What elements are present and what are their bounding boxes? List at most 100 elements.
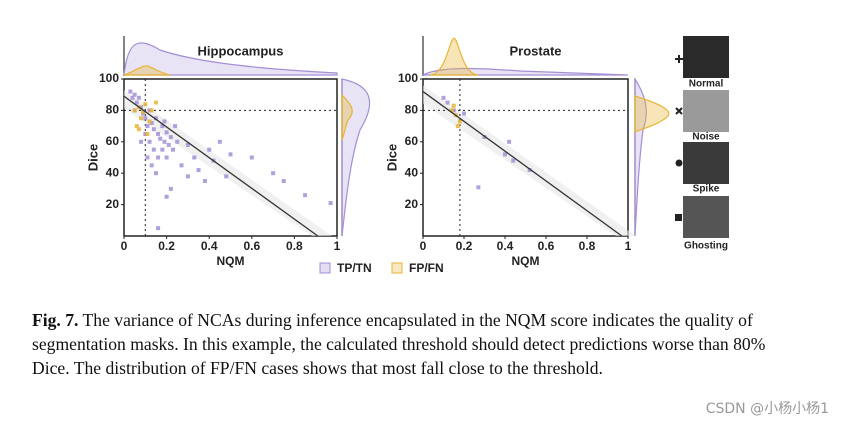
- chart-title: Hippocampus: [198, 43, 284, 58]
- point: [271, 171, 276, 176]
- fit-band: [124, 90, 332, 237]
- point: [147, 119, 152, 124]
- point: [168, 135, 173, 140]
- artifact-label: Normal: [689, 79, 724, 90]
- point: [145, 155, 150, 160]
- fit-line: [123, 95, 319, 237]
- figure: Normal Noise Spike Ghosting TP/TN FP/FN …: [85, 36, 729, 275]
- x-tick-label: 0.8: [286, 239, 303, 253]
- x-tick-label: 0.6: [538, 239, 555, 253]
- y-tick-label: 40: [405, 165, 419, 179]
- marginals: [123, 36, 670, 237]
- y-tick-label: 20: [405, 197, 419, 211]
- point: [207, 147, 212, 152]
- y-tick-label: 60: [405, 134, 419, 148]
- point: [132, 92, 137, 97]
- point: [445, 100, 450, 105]
- point: [145, 124, 150, 129]
- legend-label: TP/TN: [337, 261, 372, 275]
- point: [228, 152, 233, 157]
- point: [192, 155, 197, 160]
- point: [158, 136, 163, 141]
- point: [147, 139, 152, 144]
- y-tick-label: 100: [398, 71, 418, 85]
- point: [149, 108, 154, 113]
- point: [139, 105, 144, 110]
- point: [160, 124, 165, 129]
- point: [164, 194, 169, 199]
- artifact-label: Ghosting: [684, 241, 728, 252]
- point: [507, 139, 512, 144]
- y-axis-label: Dice: [85, 144, 100, 171]
- point: [503, 152, 507, 157]
- point: [153, 171, 158, 176]
- point: [462, 111, 466, 116]
- point: [527, 168, 532, 173]
- point: [196, 168, 201, 173]
- point: [175, 139, 180, 144]
- point: [162, 119, 167, 124]
- point: [153, 116, 158, 121]
- point: [130, 95, 135, 100]
- y-tick-label: 20: [106, 197, 120, 211]
- point: [162, 139, 167, 144]
- x-tick-label: 1: [334, 239, 341, 253]
- point: [156, 131, 161, 136]
- x-tick-label: 0: [121, 239, 128, 253]
- y-tick-label: 100: [99, 71, 119, 85]
- point: [224, 174, 229, 179]
- caption-label: Fig. 7.: [32, 310, 79, 330]
- point: [156, 155, 161, 160]
- point: [173, 124, 178, 129]
- point: [482, 135, 487, 140]
- point: [149, 120, 154, 125]
- plot-frame: [422, 78, 629, 237]
- y-tick-label: 80: [106, 103, 120, 117]
- point: [143, 131, 148, 136]
- point: [451, 103, 456, 108]
- point: [164, 155, 169, 160]
- point: [139, 116, 144, 121]
- point: [139, 139, 144, 144]
- x-tick-label: 0.6: [243, 239, 260, 253]
- point: [160, 147, 165, 152]
- point: [455, 124, 460, 129]
- point: [164, 130, 169, 135]
- x-axis-label: NQM: [512, 254, 540, 268]
- fit-line: [422, 91, 623, 237]
- point: [185, 174, 190, 179]
- point: [449, 108, 454, 113]
- point: [170, 147, 175, 152]
- watermark: CSDN @小杨小杨1: [705, 401, 829, 417]
- point: [217, 139, 222, 144]
- x-tick-label: 0.4: [201, 239, 218, 253]
- chart-title: Prostate: [509, 43, 561, 58]
- point: [303, 193, 308, 198]
- point: [136, 127, 141, 132]
- point: [132, 108, 137, 113]
- point: [141, 109, 146, 114]
- caption-text: The variance of NCAs during inference en…: [32, 310, 766, 378]
- fit-band: [423, 85, 636, 236]
- y-tick-label: 80: [405, 103, 419, 117]
- x-axis-label: NQM: [217, 254, 245, 268]
- x-tick-label: 0.4: [497, 239, 514, 253]
- point: [166, 142, 171, 147]
- point: [134, 124, 139, 129]
- point: [149, 163, 154, 168]
- point: [147, 108, 152, 113]
- point: [151, 147, 156, 152]
- artifact-label: Spike: [693, 184, 720, 195]
- legend-swatch: [391, 262, 403, 274]
- point: [281, 179, 286, 184]
- point: [451, 108, 456, 113]
- y-tick-label: 40: [106, 165, 120, 179]
- point: [511, 158, 516, 163]
- artifact-legend: Normal Noise Spike Ghosting: [675, 36, 729, 252]
- point: [156, 226, 161, 231]
- point: [185, 142, 190, 147]
- plot-frame: [123, 78, 338, 237]
- point: [153, 100, 158, 105]
- point: [457, 119, 462, 124]
